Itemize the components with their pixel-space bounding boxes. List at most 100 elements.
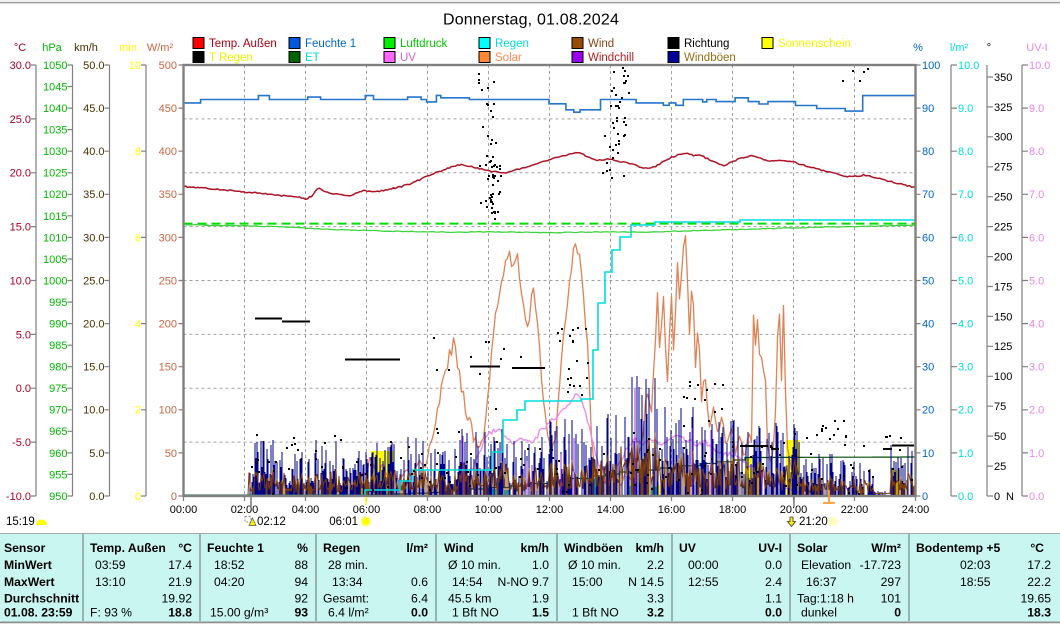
svg-text:15.0: 15.0 [10,222,31,234]
svg-text:4.0: 4.0 [1029,319,1044,331]
svg-text:10:00: 10:00 [475,504,503,516]
svg-text:45.0: 45.0 [83,103,104,115]
svg-text:Solar: Solar [495,52,522,64]
svg-text:45.5 km: 45.5 km [448,592,491,606]
svg-text:50: 50 [165,448,177,460]
svg-text:150: 150 [994,311,1012,323]
svg-text:8.0: 8.0 [958,146,973,158]
svg-text:6.0: 6.0 [1029,232,1044,244]
svg-text:3.2: 3.2 [647,606,664,620]
svg-text:300: 300 [159,232,177,244]
svg-text:16:00: 16:00 [658,504,686,516]
svg-text:15.00 g/m³: 15.00 g/m³ [210,606,268,620]
svg-text:250: 250 [159,275,177,287]
svg-text:24:00: 24:00 [902,504,930,516]
svg-text:19.65: 19.65 [1021,592,1052,606]
svg-text:1.0: 1.0 [532,558,549,572]
svg-text:UV-I: UV-I [758,541,782,555]
svg-text:1035: 1035 [43,125,67,137]
svg-text:20:00: 20:00 [780,504,808,516]
svg-text:3.0: 3.0 [958,362,973,374]
svg-text:Wind: Wind [444,541,474,555]
svg-text:20.0: 20.0 [10,168,31,180]
svg-text:MaxWert: MaxWert [4,575,55,589]
svg-text:%: % [297,541,308,555]
svg-text:Windböen: Windböen [564,541,623,555]
svg-text:hPa: hPa [42,42,62,54]
svg-text:10.0: 10.0 [958,60,979,72]
svg-text:%: % [913,42,923,54]
svg-text:20: 20 [922,405,934,417]
svg-text:Bodentemp +5: Bodentemp +5 [916,541,1001,555]
svg-text:10: 10 [922,448,934,460]
svg-text:350: 350 [994,72,1012,84]
svg-text:-10.0: -10.0 [6,491,31,503]
svg-text:8: 8 [135,146,141,158]
svg-text:28 min.: 28 min. [328,558,368,572]
svg-text:75: 75 [994,401,1006,413]
svg-text:Donnerstag, 01.08.2024: Donnerstag, 01.08.2024 [443,12,619,29]
svg-text:F: 93 %: F: 93 % [90,606,132,620]
svg-text:km/h: km/h [636,541,664,555]
svg-text:Feuchte 1: Feuchte 1 [305,38,356,50]
svg-text:25: 25 [994,461,1006,473]
svg-text:15:00: 15:00 [572,575,603,589]
svg-text:101: 101 [881,592,902,606]
svg-text:1015: 1015 [43,211,67,223]
svg-text:30.0: 30.0 [10,60,31,72]
svg-text:1 Bft NO: 1 Bft NO [572,606,619,620]
svg-text:965: 965 [49,426,67,438]
svg-text:25.0: 25.0 [83,275,104,287]
svg-text:5.0: 5.0 [89,448,104,460]
svg-text:50.0: 50.0 [83,60,104,72]
svg-text:18.3: 18.3 [1027,606,1051,620]
svg-text:4: 4 [135,319,141,331]
svg-text:06:01: 06:01 [329,516,358,528]
svg-text:300: 300 [994,132,1012,144]
svg-text:l/m²: l/m² [406,541,428,555]
svg-text:0.0: 0.0 [765,558,782,572]
svg-text:980: 980 [49,362,67,374]
svg-text:Richtung: Richtung [684,38,729,50]
svg-text:400: 400 [159,146,177,158]
svg-text:5.0: 5.0 [958,275,973,287]
svg-text:7.0: 7.0 [1029,189,1044,201]
svg-text:1030: 1030 [43,146,67,158]
svg-text:1 Bft NO: 1 Bft NO [452,606,499,620]
svg-text:4.0: 4.0 [958,319,973,331]
svg-text:1025: 1025 [43,168,67,180]
svg-text:22.2: 22.2 [1027,575,1051,589]
svg-text:-17.723: -17.723 [860,558,902,572]
svg-text:06:00: 06:00 [353,504,381,516]
svg-text:Windböen: Windböen [684,52,736,64]
svg-text:950: 950 [49,491,67,503]
svg-text:93: 93 [294,606,308,620]
svg-text:N: N [1006,491,1014,503]
svg-text:-5.0: -5.0 [12,437,31,449]
svg-text:Tag:1:18 h: Tag:1:18 h [797,592,854,606]
svg-text:6.4 l/m²: 6.4 l/m² [328,606,369,620]
svg-text:Feuchte 1: Feuchte 1 [207,541,264,555]
svg-text:500: 500 [159,60,177,72]
svg-text:18.8: 18.8 [168,606,192,620]
svg-text:18:00: 18:00 [719,504,747,516]
svg-text:Ø 10 min.: Ø 10 min. [448,558,501,572]
svg-text:04:20: 04:20 [214,575,245,589]
svg-text:Elevation: Elevation [801,558,851,572]
svg-text:0: 0 [894,606,901,620]
svg-text:10.0: 10.0 [1029,60,1050,72]
svg-text:50: 50 [994,431,1006,443]
svg-text:UV: UV [679,541,697,555]
svg-text:2: 2 [135,405,141,417]
svg-text:200: 200 [994,252,1012,264]
svg-text:1040: 1040 [43,103,67,115]
svg-text:990: 990 [49,319,67,331]
svg-text:8.0: 8.0 [1029,146,1044,158]
svg-text:MinWert: MinWert [4,558,52,572]
svg-text:1.5: 1.5 [532,606,549,620]
svg-text:00:00: 00:00 [688,558,719,572]
svg-text:150: 150 [159,362,177,374]
svg-text:970: 970 [49,405,67,417]
svg-text:1045: 1045 [43,82,67,94]
svg-text:0: 0 [994,491,1000,503]
